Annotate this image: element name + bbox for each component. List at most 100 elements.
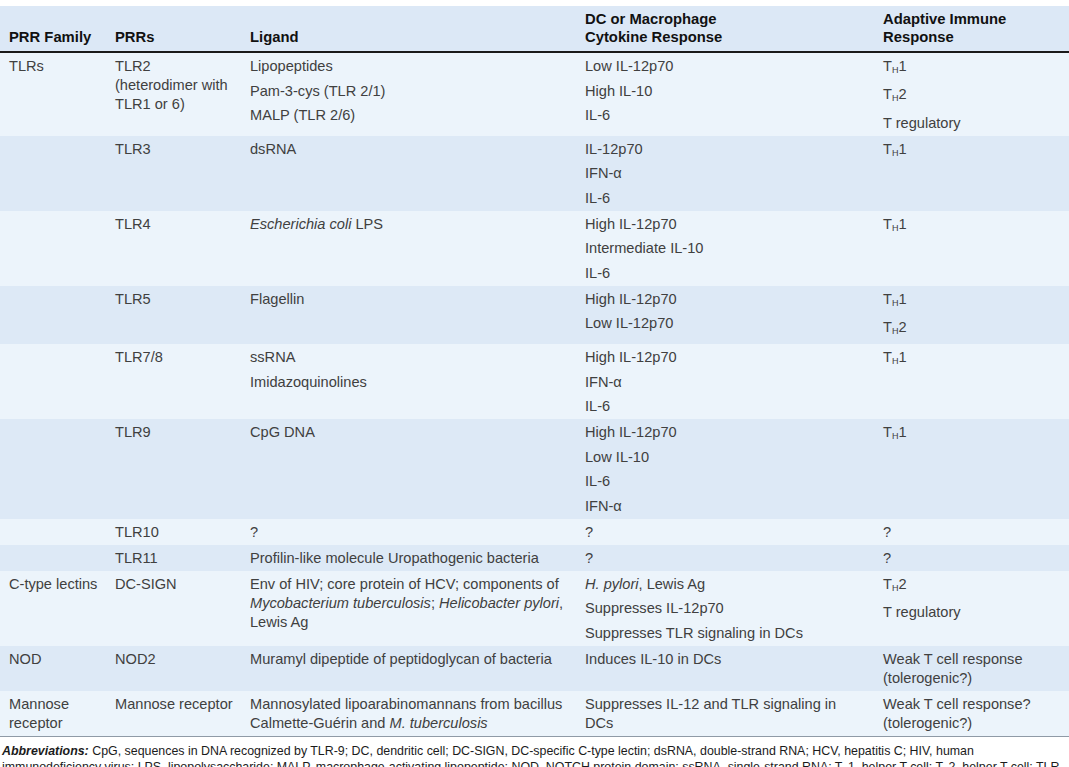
text-segment: TLR5 [115, 291, 151, 307]
cell-line: ? [250, 523, 570, 542]
cell-line: IL-6 [585, 264, 868, 283]
cell-line: Low IL-10 [585, 448, 868, 467]
cell-line: ? [883, 523, 1063, 542]
text-segment: LPS [351, 216, 383, 232]
cell-line: High IL-12p70 [585, 215, 868, 234]
cell-line: NOD [9, 650, 100, 669]
text-segment: T [883, 216, 892, 232]
text-segment: Pam-3-cys (TLR 2/1) [250, 83, 385, 99]
text-segment: Profilin-like molecule Uropathogenic bac… [250, 550, 539, 566]
text-segment: TLR11 [115, 550, 158, 566]
cell-line: Env of HIV; core protein of HCV; compone… [250, 575, 570, 632]
cell-cytokine: H. pylori, Lewis AgSuppresses IL-12p70Su… [576, 571, 874, 646]
table-row: TLR11 Profilin-like molecule Uropathogeni… [0, 545, 1069, 571]
text-segment: Env of HIV; core protein of HCV; compone… [250, 576, 559, 592]
table-row: TLRs TLR2 (heterodimer with TLR1 or 6) Lip… [0, 52, 1069, 136]
table-row: TLR10??? [0, 519, 1069, 545]
cell-line: ? [585, 549, 868, 568]
cell-cytokine: Suppresses IL-12 and TLR signaling in DC… [576, 691, 874, 737]
cell-prrs: TLR11 [106, 545, 241, 571]
cell-line: Profilin-like molecule Uropathogenic bac… [250, 549, 570, 568]
text-segment: NOD2 [115, 651, 156, 667]
cell-prrs: TLR4 [106, 211, 241, 286]
cell-adaptive: ? [874, 519, 1069, 545]
text-segment: 2 [898, 576, 906, 592]
text-segment: High IL-12p70 [585, 349, 677, 365]
text-segment: 1 [898, 424, 906, 440]
cell-ligand: Mannosylated lipoarabinomannans from bac… [241, 691, 576, 737]
cell-line: TLR11 [115, 549, 235, 568]
text-segment: CpG DNA [250, 424, 315, 440]
cell-line: TLR2 (heterodimer with TLR1 or 6) [115, 57, 235, 114]
cell-line: Weak T cell response (tolerogenic?) [883, 650, 1063, 688]
table-row: TLR3dsRNAIL-12p70IFN-αIL-6TH1 [0, 136, 1069, 211]
cell-line: IFN-α [585, 164, 868, 183]
cell-line: DC-SIGN [115, 575, 235, 594]
cell-line: MALP (TLR 2/6) [250, 106, 570, 125]
cell-line: TLRs [9, 57, 100, 76]
text-segment: High IL-12p70 [585, 424, 677, 440]
col-header-prrs: PRRs [106, 6, 241, 52]
text-segment: Mannose receptor [9, 696, 69, 731]
cell-adaptive: TH1 [874, 136, 1069, 211]
text-segment: TLR9 [115, 424, 151, 440]
cell-prrs: TLR9 [106, 419, 241, 519]
text-segment: NOD [9, 651, 41, 667]
cell-line: High IL-12p70 [585, 290, 868, 309]
cell-line: Low IL-12p70 [585, 57, 868, 76]
text-segment: TLR10 [115, 524, 159, 540]
cell-cytokine: High IL-12p70Intermediate IL-10IL-6 [576, 211, 874, 286]
cell-line: High IL-12p70 [585, 348, 868, 367]
text-segment: Induces IL-10 in DCs [585, 651, 721, 667]
cell-line: IL-6 [585, 472, 868, 491]
text-segment: T regulatory [883, 604, 961, 620]
text-segment: TLR2 (heterodimer with TLR1 or 6) [115, 58, 228, 112]
cell-line: ? [883, 549, 1063, 568]
text-segment: Lipopeptides [250, 58, 333, 74]
cell-prrs: Mannose receptor [106, 691, 241, 737]
text-segment: dsRNA [250, 141, 296, 157]
cell-line: TH1 [883, 140, 1063, 163]
cell-line: Pam-3-cys (TLR 2/1) [250, 82, 570, 101]
cell-family [0, 419, 106, 519]
cell-cytokine: Induces IL-10 in DCs [576, 646, 874, 691]
text-segment: T [883, 291, 892, 307]
table-row: TLR9CpG DNAHigh IL-12p70Low IL-10IL-6IFN… [0, 419, 1069, 519]
cell-cytokine: Low IL-12p70 High IL-10 IL-6 [576, 52, 874, 136]
cell-line: TH1 [883, 215, 1063, 238]
cell-line: Weak T cell response? (tolerogenic?) [883, 695, 1063, 733]
cell-line: T regulatory [883, 603, 1063, 622]
text-segment: Helicobacter pylori [439, 595, 559, 611]
col-header-prr-family: PRR Family [0, 6, 106, 52]
cell-family [0, 211, 106, 286]
cell-line: IL-6 [585, 106, 868, 125]
text-segment: T [883, 86, 892, 102]
text-segment: High IL-10 [585, 83, 652, 99]
text-segment: C-type lectins [9, 576, 97, 592]
cell-line: Induces IL-10 in DCs [585, 650, 868, 669]
cell-cytokine: High IL-12p70IFN-αIL-6 [576, 344, 874, 419]
text-segment: 1 [898, 291, 906, 307]
cell-ligand: ? [241, 519, 576, 545]
cell-adaptive: TH1TH2T regulatory [874, 52, 1069, 136]
cell-ligand: ssRNAImidazoquinolines [241, 344, 576, 419]
cell-cytokine: ? [576, 519, 874, 545]
cell-line: TH1 [883, 423, 1063, 446]
cell-family: TLRs [0, 52, 106, 136]
text-segment: H. pylori [585, 576, 639, 592]
cell-ligand: Muramyl dipeptide of peptidoglycan of ba… [241, 646, 576, 691]
cell-line: High IL-12p70 [585, 423, 868, 442]
text-segment: ? [585, 550, 593, 566]
cell-family: C-type lectins [0, 571, 106, 646]
cell-ligand: Env of HIV; core protein of HCV; compone… [241, 571, 576, 646]
text-segment: High IL-12p70 [585, 216, 677, 232]
text-segment: TLR4 [115, 216, 151, 232]
cell-line: Low IL-12p70 [585, 314, 868, 333]
text-segment: ? [883, 550, 891, 566]
cell-line: NOD2 [115, 650, 235, 669]
cell-adaptive: TH1 [874, 211, 1069, 286]
text-segment: T [883, 349, 892, 365]
cell-line: TH1 [883, 290, 1063, 313]
cell-adaptive: ? [874, 545, 1069, 571]
cell-line: ? [585, 523, 868, 542]
